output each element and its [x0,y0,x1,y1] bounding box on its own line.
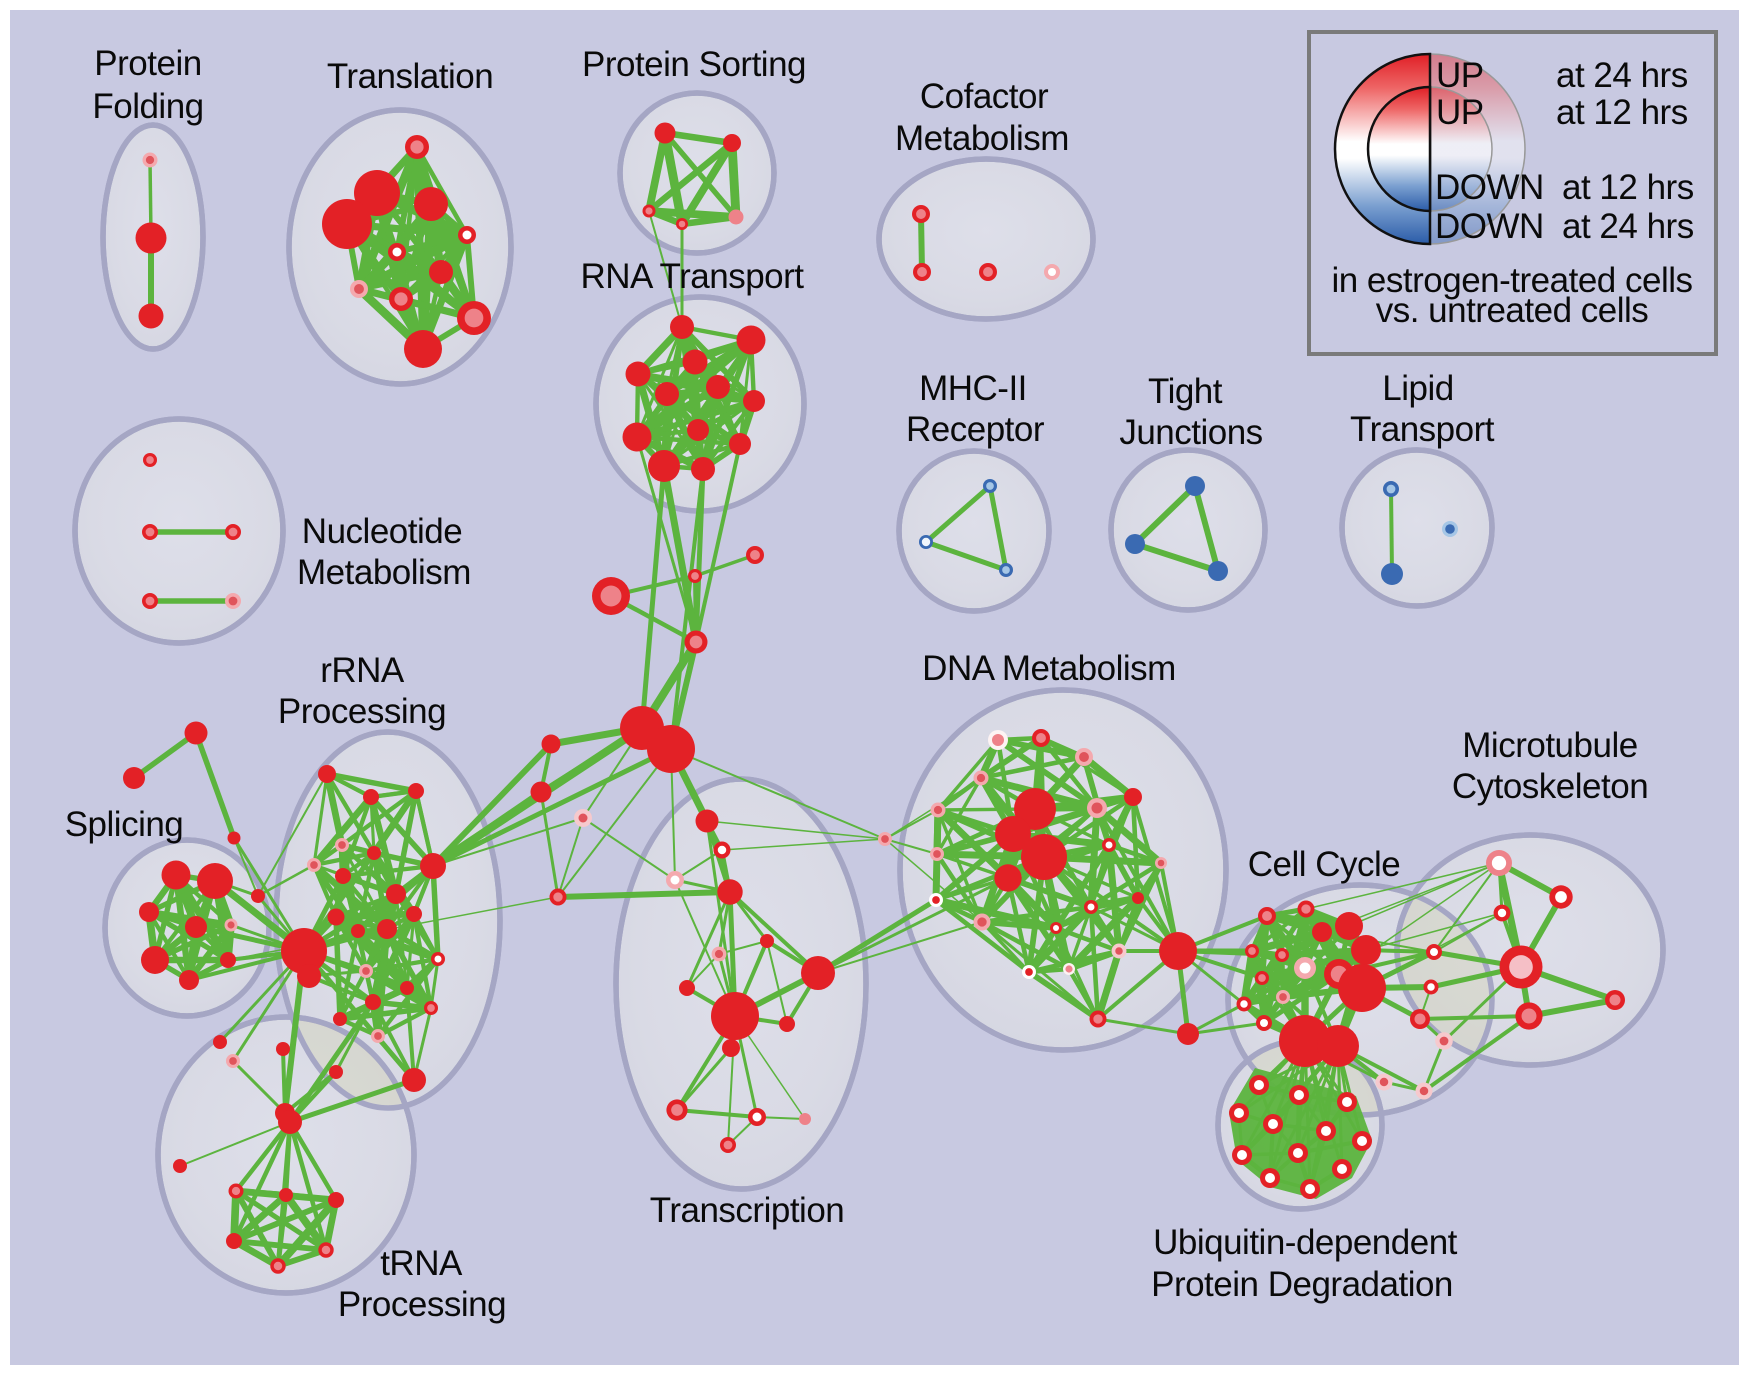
svg-text:Splicing: Splicing [65,805,184,844]
svg-text:at 12 hrs: at 12 hrs [1556,93,1688,132]
svg-text:Microtubule: Microtubule [1462,726,1637,765]
svg-text:Processing: Processing [338,1285,506,1324]
svg-text:RNA Transport: RNA Transport [580,257,804,296]
svg-text:Protein Degradation: Protein Degradation [1151,1265,1453,1304]
svg-text:Tight: Tight [1148,372,1223,411]
svg-text:Transcription: Transcription [650,1191,845,1230]
svg-text:rRNA: rRNA [320,651,405,690]
svg-text:DNA Metabolism: DNA Metabolism [922,649,1176,688]
svg-text:Cytoskeleton: Cytoskeleton [1452,767,1648,806]
svg-text:in estrogen-treated cells: in estrogen-treated cells [1331,261,1692,300]
svg-text:Folding: Folding [92,87,203,126]
svg-text:at 24 hrs: at 24 hrs [1556,56,1688,95]
svg-text:Junctions: Junctions [1119,413,1262,452]
svg-text:Protein Sorting: Protein Sorting [582,45,806,84]
svg-text:Lipid: Lipid [1382,369,1453,408]
svg-text:DOWN: DOWN [1435,168,1544,207]
svg-text:Ubiquitin-dependent: Ubiquitin-dependent [1153,1223,1458,1262]
svg-text:Metabolism: Metabolism [297,553,471,592]
svg-text:Metabolism: Metabolism [895,119,1069,158]
svg-text:UP: UP [1436,56,1484,95]
svg-text:UP: UP [1436,93,1484,132]
svg-text:Cell Cycle: Cell Cycle [1248,845,1401,884]
svg-text:tRNA: tRNA [380,1244,463,1283]
svg-text:Cofactor: Cofactor [920,77,1049,116]
svg-text:MHC-II: MHC-II [919,369,1027,408]
svg-text:Processing: Processing [278,692,446,731]
svg-text:Protein: Protein [94,44,201,83]
svg-text:Transport: Transport [1350,410,1495,449]
svg-text:Nucleotide: Nucleotide [302,512,462,551]
svg-text:DOWN: DOWN [1435,207,1544,246]
svg-text:at 12 hrs: at 12 hrs [1562,168,1694,207]
svg-text:at 24 hrs: at 24 hrs [1562,207,1694,246]
svg-text:Translation: Translation [327,57,493,96]
svg-text:Receptor: Receptor [906,410,1045,449]
svg-text:vs. untreated cells: vs. untreated cells [1376,291,1649,330]
